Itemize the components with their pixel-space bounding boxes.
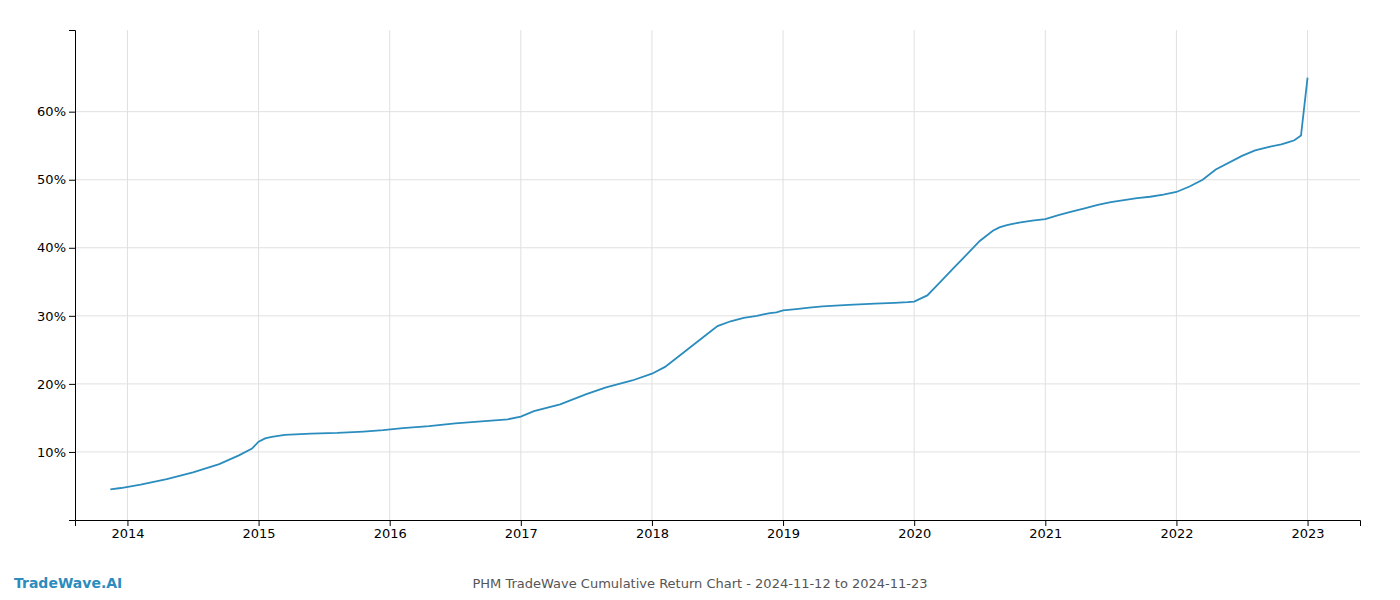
tick-label: 2016	[374, 526, 407, 541]
grid-line-y	[75, 383, 1360, 384]
tick-mark	[69, 248, 75, 249]
line	[110, 78, 1307, 490]
tick-mark	[69, 112, 75, 113]
tick-label: 2022	[1160, 526, 1193, 541]
tick: 2015	[243, 520, 276, 541]
tick: 2020	[898, 520, 931, 541]
marks	[110, 78, 1307, 490]
tick-label: 2021	[1029, 526, 1062, 541]
tick-label: 20%	[37, 377, 66, 392]
tick-mark	[69, 180, 75, 181]
plot: 2014 2015 2016 2017 2018 2019 2020 2021 2022 2023…	[37, 30, 1360, 541]
tick: 2014	[111, 520, 144, 541]
tick: 40%	[37, 240, 75, 255]
grid-line-x	[783, 30, 784, 520]
tick-label: 2018	[636, 526, 669, 541]
grid-line-x	[914, 30, 915, 520]
tick: 2022	[1160, 520, 1193, 541]
tick: 2016	[374, 520, 407, 541]
x-axis: 2014 2015 2016 2017 2018 2019 2020 2021 2022 2023	[76, 520, 1361, 541]
grid-line-x	[127, 30, 128, 520]
tick-mark	[69, 452, 75, 453]
tick-label: 2017	[505, 526, 538, 541]
grid-line-y	[75, 315, 1360, 316]
axis-line	[69, 31, 76, 521]
grid-line-x	[1307, 30, 1308, 520]
tick: 2019	[767, 520, 800, 541]
tick-mark	[69, 384, 75, 385]
tick-label: 50%	[37, 172, 66, 187]
grid	[75, 30, 1360, 520]
tick-mark	[69, 316, 75, 317]
tick-mark	[127, 520, 128, 526]
tick: 2021	[1029, 520, 1062, 541]
tick-label: 2023	[1292, 526, 1325, 541]
y-axis: 10% 20% 30% 40% 50% 60%	[37, 31, 75, 521]
tick-mark	[390, 520, 391, 526]
tick: 30%	[37, 308, 75, 323]
grid-line-y	[75, 247, 1360, 248]
tick: 60%	[37, 104, 75, 119]
grid-line-y	[75, 179, 1360, 180]
tick-label: 2015	[243, 526, 276, 541]
grid-line-x	[651, 30, 652, 520]
tick: 50%	[37, 172, 75, 187]
grid-line-y	[75, 111, 1360, 112]
tick: 2017	[505, 520, 538, 541]
tick: 2018	[636, 520, 669, 541]
title: PHM TradeWave Cumulative Return Chart - …	[472, 576, 927, 591]
tick-mark	[1045, 520, 1046, 526]
tick: 2023	[1292, 520, 1325, 541]
tick-label: 2019	[767, 526, 800, 541]
grid-line-x	[1176, 30, 1177, 520]
tick-mark	[1308, 520, 1309, 526]
chart: 2014 2015 2016 2017 2018 2019 2020 2021 2022 2023…	[0, 0, 1400, 600]
tick-mark	[259, 520, 260, 526]
tick: 20%	[37, 377, 75, 392]
grid-line-x	[258, 30, 259, 520]
tick-label: 10%	[37, 445, 66, 460]
watermark: TradeWave.AI	[14, 575, 122, 591]
tick-mark	[521, 520, 522, 526]
tick-label: 60%	[37, 104, 66, 119]
grid-line-y	[75, 451, 1360, 452]
tick-label: 30%	[37, 308, 66, 323]
tick-label: 2014	[111, 526, 144, 541]
tick-mark	[1176, 520, 1177, 526]
grid-line-x	[520, 30, 521, 520]
tick: 10%	[37, 445, 75, 460]
tick-mark	[783, 520, 784, 526]
tick-label: 40%	[37, 240, 66, 255]
tick-mark	[652, 520, 653, 526]
grid-line-x	[389, 30, 390, 520]
tick-label: 2020	[898, 526, 931, 541]
grid-line-x	[1045, 30, 1046, 520]
axis-line	[76, 521, 1361, 527]
tick-mark	[914, 520, 915, 526]
